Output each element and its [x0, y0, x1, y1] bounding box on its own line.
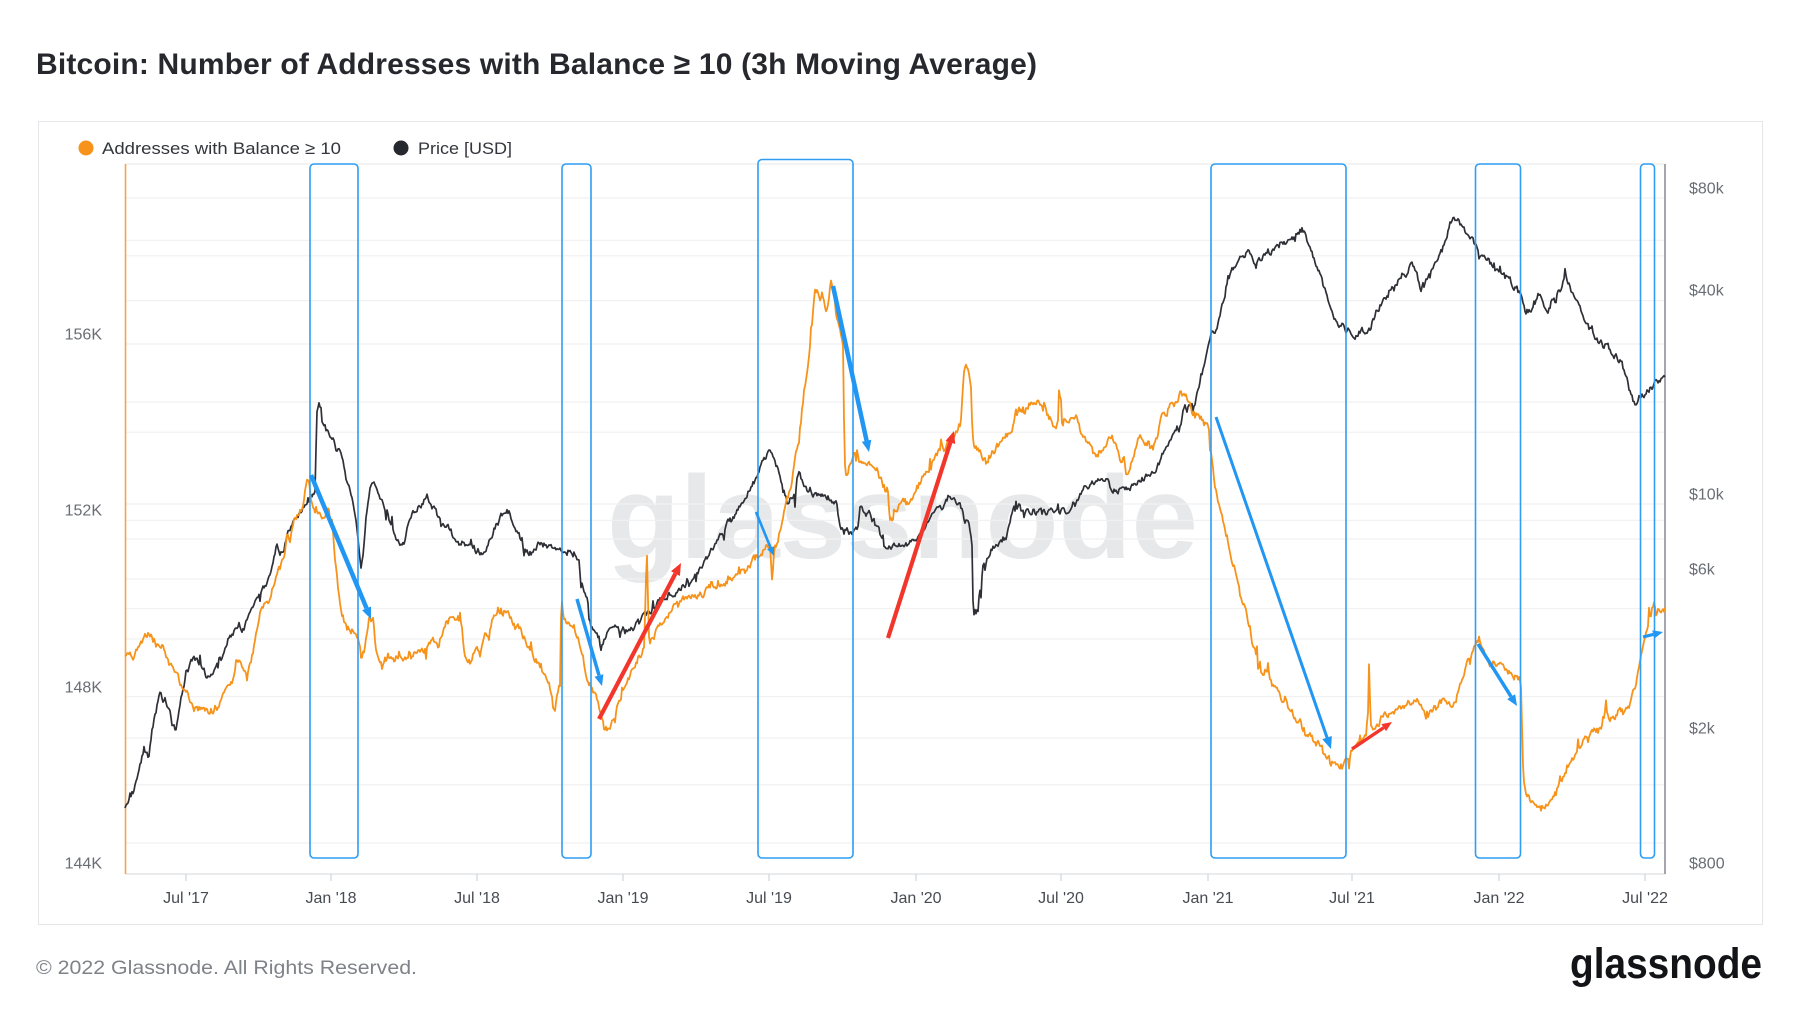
svg-text:$80k: $80k	[1689, 181, 1725, 198]
svg-text:$800: $800	[1689, 856, 1725, 873]
svg-text:144K: 144K	[65, 856, 103, 873]
svg-text:Jan '22: Jan '22	[1473, 890, 1524, 907]
svg-text:Jan '19: Jan '19	[597, 890, 648, 907]
svg-text:$10k: $10k	[1689, 487, 1725, 504]
svg-text:Jul '19: Jul '19	[746, 890, 792, 907]
svg-text:Jan '20: Jan '20	[890, 890, 941, 907]
svg-text:© 2022 Glassnode. All Rights R: © 2022 Glassnode. All Rights Reserved.	[36, 957, 417, 979]
svg-text:glassnode: glassnode	[1570, 941, 1762, 988]
svg-text:Jul '21: Jul '21	[1329, 890, 1375, 907]
svg-text:Jan '21: Jan '21	[1182, 890, 1233, 907]
svg-text:Bitcoin: Number of Addresses w: Bitcoin: Number of Addresses with Balanc…	[36, 48, 1037, 81]
svg-text:Jul '20: Jul '20	[1038, 890, 1084, 907]
svg-text:152K: 152K	[65, 503, 103, 520]
svg-text:Jul '18: Jul '18	[454, 890, 500, 907]
svg-text:$2k: $2k	[1689, 721, 1716, 738]
svg-text:156K: 156K	[65, 327, 103, 344]
svg-text:Addresses with Balance ≥ 10: Addresses with Balance ≥ 10	[102, 139, 341, 158]
svg-text:Jan '18: Jan '18	[305, 890, 356, 907]
svg-text:148K: 148K	[65, 680, 103, 697]
svg-text:$40k: $40k	[1689, 283, 1725, 300]
svg-text:Jul '17: Jul '17	[163, 890, 209, 907]
svg-text:glassnode: glassnode	[607, 452, 1198, 584]
svg-text:Jul '22: Jul '22	[1622, 890, 1668, 907]
svg-text:$6k: $6k	[1689, 562, 1716, 579]
svg-text:Price [USD]: Price [USD]	[418, 139, 512, 158]
